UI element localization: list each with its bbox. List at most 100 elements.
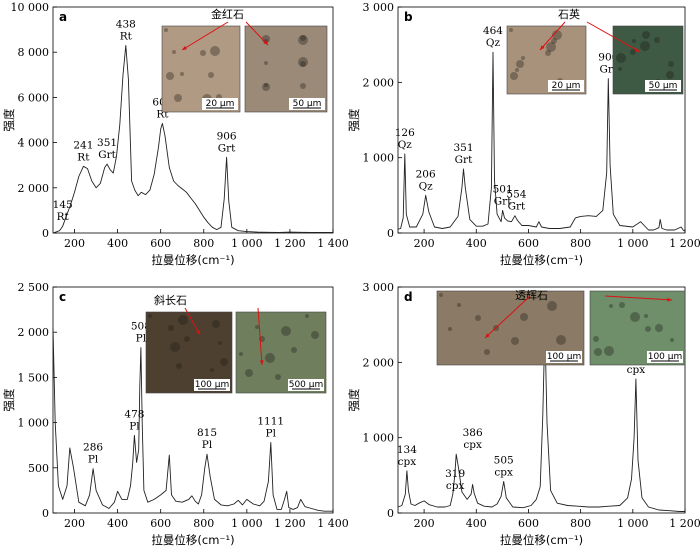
x-tick-label: 1 400 — [317, 517, 349, 530]
micrograph-texture — [180, 72, 184, 76]
plot-frame — [52, 6, 334, 234]
pointer-arrow — [604, 295, 673, 301]
y-axis-title: 强度 — [2, 388, 16, 411]
micrograph-texture — [645, 326, 651, 332]
micrograph-texture — [644, 314, 648, 318]
peak-label-value: 134 — [397, 444, 417, 456]
y-tick-label: 2 000 — [363, 76, 395, 89]
peak-label-value: 815 — [197, 427, 217, 439]
peak-label-mineral: cpx — [627, 364, 646, 376]
mineral-label: 透辉石 — [515, 289, 548, 302]
micrograph-texture — [630, 312, 640, 322]
panel-label: c — [59, 290, 66, 304]
arrow-head — [182, 45, 187, 50]
scale-bar-label: 20 μm — [552, 81, 581, 91]
panel-label: b — [404, 10, 413, 24]
peak-label-mineral: Rt — [57, 211, 70, 223]
x-tick-label: 1 200 — [274, 517, 306, 530]
mineral-label: 金红石 — [211, 7, 244, 21]
plot-frame — [52, 286, 334, 514]
arrow-head — [263, 40, 268, 45]
peak-label-mineral: cpx — [463, 439, 482, 451]
peak-label-mineral: cpx — [398, 456, 417, 468]
micrograph-texture — [515, 68, 519, 72]
y-tick-label: 0 — [387, 507, 394, 520]
micrograph-texture — [520, 313, 528, 321]
plot-frame — [397, 6, 686, 234]
arrow-head — [540, 45, 545, 50]
y-tick-label: 0 — [387, 227, 394, 240]
scale-bar-box — [546, 351, 582, 363]
micrograph-texture — [510, 72, 518, 80]
micrograph-inset: 20 μm — [161, 25, 241, 113]
micrograph-texture — [166, 72, 174, 80]
peak-label-value: 286 — [83, 442, 103, 454]
y-tick-label: 2 500 — [18, 281, 50, 294]
pointer-arrow — [257, 307, 263, 366]
micrograph-texture — [457, 303, 461, 307]
micrograph-texture — [484, 349, 490, 355]
micrograph-texture — [609, 304, 613, 308]
peak-label-value: 438 — [116, 18, 136, 30]
scale-bar-box — [289, 98, 325, 110]
peak-label-value: 906 — [217, 130, 237, 142]
scale-bar-label: 50 μm — [649, 81, 678, 91]
micrograph-texture — [556, 335, 566, 345]
x-tick-label: 800 — [570, 237, 591, 250]
y-tick-label: 3 000 — [363, 281, 395, 294]
micrograph-texture — [545, 50, 551, 56]
micrograph-texture — [666, 71, 674, 79]
y-tick-label: 8 000 — [18, 46, 50, 59]
y-tick-label: 2 000 — [18, 182, 50, 195]
peak-label-mineral: Pl — [266, 427, 277, 439]
micrograph-texture — [619, 302, 625, 308]
micrograph-texture — [616, 53, 626, 63]
peak-label-value: 126 — [395, 127, 415, 139]
micrograph-texture — [255, 325, 259, 329]
x-tick-label: 400 — [107, 517, 128, 530]
pointer-arrow — [586, 21, 641, 53]
x-tick-label: 1 000 — [617, 237, 649, 250]
y-axis-title: 强度 — [347, 108, 361, 131]
micrograph-texture — [305, 314, 309, 318]
micrograph-texture — [168, 325, 174, 331]
panel-b: b 0 1 000 2 000 3 000 200 400 600 800 1 000 1 200 拉… — [347, 1, 700, 267]
micrograph-texture — [655, 324, 663, 332]
peak-label-value: 1111 — [257, 415, 284, 427]
micrograph-texture — [604, 346, 614, 356]
micrograph-texture — [200, 50, 206, 56]
micrograph-texture — [265, 353, 275, 363]
pointer-arrow — [539, 21, 566, 51]
peak-label-mineral: Grt — [98, 149, 116, 161]
peak-label-value: 351 — [97, 137, 117, 149]
y-axis-title: 强度 — [347, 388, 361, 411]
micrograph-texture — [264, 61, 268, 65]
x-tick-label: 1 000 — [231, 517, 263, 530]
micrograph-texture — [640, 41, 650, 51]
x-axis-title: 拉曼位移(cm⁻¹) — [500, 533, 583, 547]
micrograph-texture — [509, 28, 513, 32]
scale-bar-label: 50 μm — [293, 99, 322, 109]
x-tick-label: 600 — [518, 517, 539, 530]
micrograph-texture — [642, 31, 650, 39]
micrograph-texture — [546, 42, 556, 52]
x-tick-label: 400 — [466, 237, 487, 250]
micrograph-texture — [630, 49, 636, 55]
pointer-arrow — [184, 307, 201, 336]
y-tick-label: 1 500 — [18, 371, 50, 384]
y-tick-label: 2 000 — [363, 356, 395, 369]
pointer-arrow — [245, 21, 269, 46]
micrograph-inset: 100 μm — [145, 311, 233, 394]
arrow-head — [485, 333, 490, 338]
x-tick-label: 200 — [414, 237, 435, 250]
scale-bar-box — [647, 351, 683, 363]
micrograph-texture — [245, 369, 253, 377]
micrograph-texture — [547, 301, 557, 311]
micrograph-texture — [275, 374, 281, 380]
y-tick-label: 6 000 — [18, 91, 50, 104]
spectrum-line — [397, 51, 685, 232]
micrograph-texture — [264, 83, 268, 87]
x-tick-label: 1 200 — [669, 237, 700, 250]
peak-label-value: 351 — [453, 142, 473, 154]
